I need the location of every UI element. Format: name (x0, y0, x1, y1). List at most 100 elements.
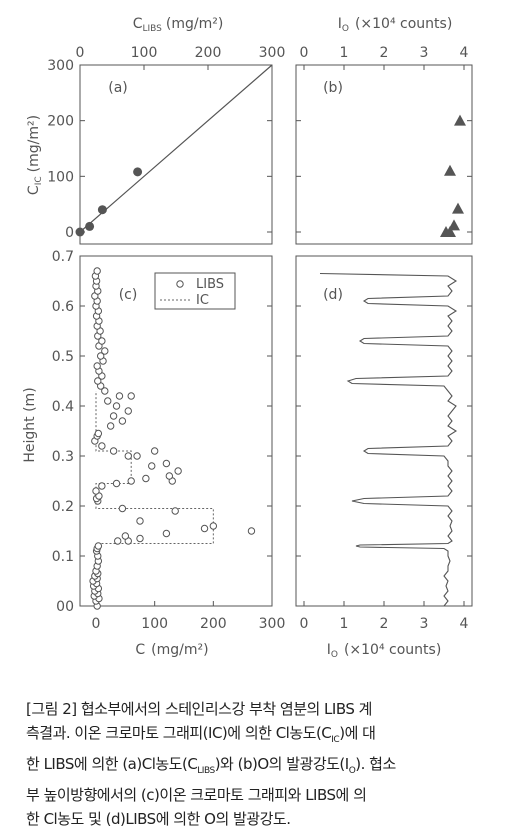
panel-c-ytick-label: 0.5 (52, 349, 74, 365)
panel-a-point (133, 167, 143, 177)
panel-d-xtick-label: 2 (380, 616, 389, 632)
legend-box (154, 272, 236, 310)
panel-c-xtick-label: 200 (200, 616, 227, 632)
panel-c-legend: LIBS IC (154, 272, 236, 310)
panel-c-libs-point (106, 422, 115, 430)
panel-d-xtick-label: 4 (460, 616, 469, 632)
panel-b-point (444, 226, 456, 237)
panel-c-label: (c) (119, 287, 138, 303)
panel-c-ytick-label: 0.7 (52, 249, 74, 265)
panel-c-libs-point (127, 477, 135, 485)
panel-c-libs-point (94, 542, 103, 550)
panel-c-libs-point (162, 529, 171, 538)
panel-b-point (444, 164, 456, 176)
panel-c-libs-point (96, 352, 105, 360)
panel-b-label: (b) (323, 80, 343, 96)
panel-b-xtick-label: 4 (460, 45, 469, 61)
panel-c-libs-point (104, 397, 112, 405)
panel-c-libs-point (114, 537, 122, 545)
panel-c-ytick-label: 0.3 (52, 449, 74, 465)
panel-a-reference-line (79, 64, 273, 233)
panel-c-xlabel: C (mg/m²) (135, 642, 208, 658)
panel-d-frame (295, 255, 473, 607)
panel-c-ytick-label: 0.2 (52, 499, 74, 515)
panel-c-libs-point (98, 337, 106, 345)
panel-c-libs-point (124, 407, 132, 415)
panel-c: (c) 0 100 200 300 00 0.1 0.2 0.3 0.4 0.5 0.6 0.7 LI… (22, 249, 472, 658)
panel-c-libs-point (142, 474, 150, 483)
panel-b-point (452, 202, 464, 214)
panel-c-libs-point (115, 392, 124, 400)
panel-c-libs-point (209, 522, 218, 530)
panel-d-ticks: 0 1 2 3 4 (300, 601, 469, 632)
panel-c-libs-point (162, 459, 171, 468)
panel-c-ytick-label: 0.1 (52, 549, 74, 565)
legend-libs-marker (176, 280, 184, 288)
panel-c-libs-point (98, 442, 106, 450)
panel-c-ic-profile (95, 391, 214, 606)
panel-c-libs-point (94, 429, 103, 438)
panel-a-ytick-label: 0 (65, 225, 74, 241)
panel-d-label: (d) (323, 287, 343, 303)
panel-a-xtick-label: 300 (259, 45, 286, 61)
caption-line-1: [그림 2] 협소부에서의 스테인리스강 부착 염분의 LIBS 계 (26, 700, 372, 718)
panel-c-libs-point (127, 392, 135, 400)
panel-b-xtick-label: 3 (420, 45, 429, 61)
svg-text:IO(×10⁴ counts): IO (×10⁴ counts) (327, 642, 442, 660)
svg-text:CLIBS(mg/m²): CLIBS (mg/m²) (133, 16, 224, 34)
panel-c-libs-point (247, 527, 256, 535)
svg-text:C(mg/m²): C (mg/m²) (135, 642, 208, 658)
panel-c-libs-point (200, 524, 209, 533)
panel-c-libs-point (112, 479, 121, 488)
panel-b-xtick-label: 2 (380, 45, 389, 61)
legend-ic-label: IC (196, 293, 209, 308)
panel-a-xtick-label: 100 (131, 45, 158, 61)
panel-b-points (440, 114, 466, 237)
panel-a-label: (a) (108, 80, 128, 96)
panel-c-libs-point (121, 532, 130, 540)
panel-a-xlabel: CLIBS (mg/m²) (133, 16, 224, 34)
panel-a-ytick-label: 300 (47, 58, 74, 74)
panel-c-libs-point (94, 377, 102, 385)
panel-a-point (75, 227, 85, 237)
panel-b-xtick-label: 1 (340, 45, 349, 61)
svg-text:IO(×10⁴ counts): IO (×10⁴ counts) (338, 16, 453, 34)
panel-c-libs-point (101, 387, 109, 395)
panel-d-profile-line (319, 272, 458, 607)
panel-c-libs-point (109, 447, 118, 455)
panel-c-libs-point (133, 452, 141, 460)
panel-c-libs-point (109, 412, 118, 420)
panel-c-libs-points (89, 267, 256, 610)
panel-c-libs-point (112, 402, 121, 410)
panel-a-ytick-label: 100 (47, 169, 74, 185)
panel-c-libs-point (165, 472, 174, 480)
panel-a-frame (79, 64, 273, 245)
panel-a-xtick-label: 0 (76, 45, 85, 61)
panel-d-xtick-label: 0 (300, 616, 309, 632)
panel-c-ytick-label: 00 (56, 599, 74, 615)
panel-c-libs-point (101, 347, 109, 355)
panel-c-libs-point (148, 462, 156, 470)
panel-c-libs-point (93, 362, 101, 370)
panel-c-ytick-label: 0.6 (52, 299, 74, 315)
panel-b-xtick-label: 0 (300, 45, 309, 61)
panel-c-xtick-label: 100 (141, 616, 168, 632)
caption-line-5: 한 Cl농도 및 (d)LIBS에 의한 O의 발광강도. (26, 810, 291, 828)
panel-c-libs-point (98, 482, 106, 490)
caption-line-4: 부 높이방향에서의 (c)이온 크로마토 그래피와 LIBS에 의 (26, 786, 367, 804)
panel-a-ytick-label: 200 (47, 114, 74, 130)
panel-c-xtick-label: 300 (259, 616, 286, 632)
panel-b-ticks: 0 1 2 3 4 (267, 45, 472, 233)
panel-c-libs-point (150, 447, 159, 455)
panel-c-ytick-label: 0.4 (52, 399, 74, 415)
panel-c-libs-point (124, 452, 132, 460)
panel-c-xtick-label: 0 (92, 616, 101, 632)
panel-c-libs-point (136, 517, 144, 525)
panel-c-libs-point (92, 487, 100, 495)
panel-b: (b) 0 1 2 3 4 IO (×10⁴ counts) (267, 16, 473, 245)
panel-c-libs-point (118, 417, 127, 425)
figure-caption: [그림 2] 협소부에서의 스테인리스강 부착 염분의 LIBS 계 측결과. … (26, 697, 496, 831)
panel-d: (d) 0 1 2 3 4 IO (×10⁴ counts) (295, 255, 473, 660)
panel-c-libs-point (171, 507, 179, 515)
